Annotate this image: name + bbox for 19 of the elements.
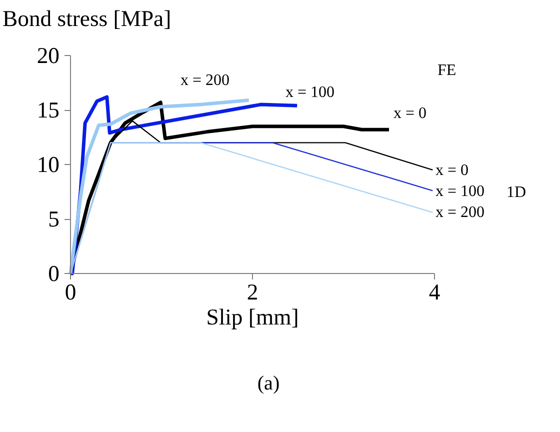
text: x = 0 <box>436 162 469 179</box>
y-tick-label: 20 <box>36 43 60 68</box>
annotation: x = 0 <box>394 105 427 122</box>
y-tick-label: 5 <box>48 206 60 232</box>
y-axis-title: Bond stress [MPa] <box>2 6 172 31</box>
x-tick-label: 0 <box>64 280 76 304</box>
text: (a) <box>257 372 280 394</box>
annotation: x = 200 <box>180 72 230 89</box>
x-axis-title: Slip [mm] <box>206 304 299 330</box>
y-tick-label: 15 <box>36 98 60 122</box>
y-tick-label: 10 <box>36 152 60 177</box>
y-tick-label: 0 <box>48 261 60 286</box>
text: FE <box>438 62 456 79</box>
text: x = 200 <box>436 204 485 221</box>
text: 1D <box>506 184 526 201</box>
x-tick-label: 2 <box>246 280 258 304</box>
x-tick-label: 4 <box>428 280 440 304</box>
annotation: x = 100 <box>286 84 335 101</box>
text: x = 100 <box>436 183 485 200</box>
